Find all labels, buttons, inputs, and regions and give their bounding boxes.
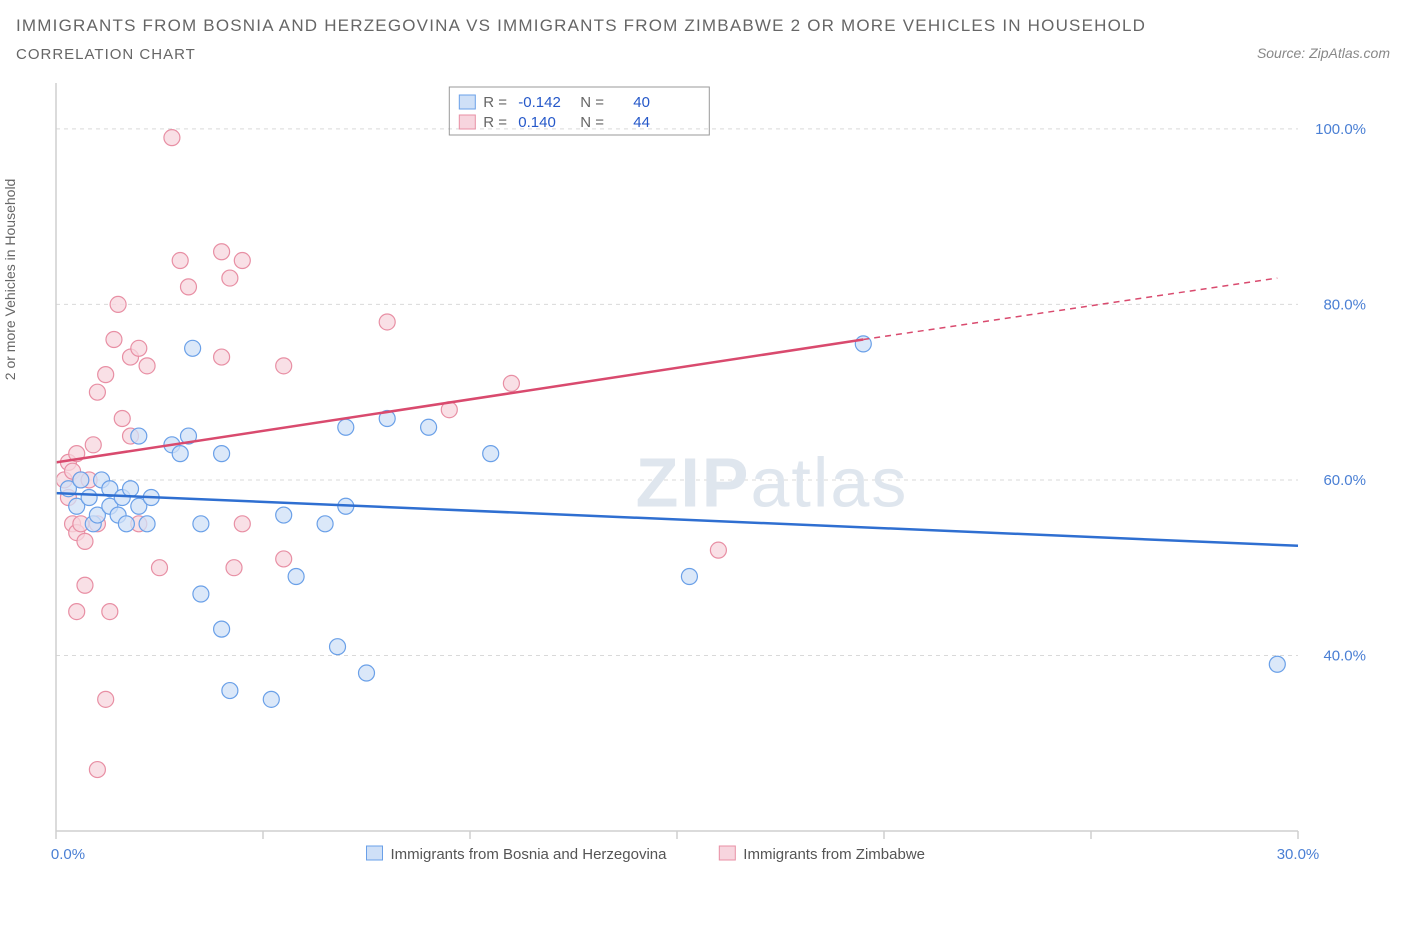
zimbabwe-point [77,533,93,549]
svg-text:44: 44 [633,114,650,131]
chart-title-2: CORRELATION CHART [16,46,1390,63]
zimbabwe-point [214,349,230,365]
bosnia-point [118,516,134,532]
bosnia-point [193,516,209,532]
zimbabwe-point [102,604,118,620]
bosnia-point [222,683,238,699]
svg-text:N =: N = [580,94,604,111]
bosnia-point [317,516,333,532]
zimbabwe-point [180,279,196,295]
bosnia-point [421,419,437,435]
svg-text:-0.142: -0.142 [518,94,561,111]
zimbabwe-point [234,253,250,269]
bosnia-point [276,507,292,523]
bosnia-point [483,446,499,462]
zimbabwe-point [77,577,93,593]
zimbabwe-point [164,130,180,146]
zimbabwe-point [131,340,147,356]
zimbabwe-point [69,604,85,620]
svg-text:R =: R = [483,94,507,111]
svg-text:100.0%: 100.0% [1315,121,1366,138]
chart-title-1: IMMIGRANTS FROM BOSNIA AND HERZEGOVINA V… [16,16,1390,36]
svg-text:Immigrants from Zimbabwe: Immigrants from Zimbabwe [743,846,925,863]
svg-text:80.0%: 80.0% [1323,296,1366,313]
chart-svg: 40.0% 60.0% 80.0% 100.0% ZIPatlas 0.0% 30.0% R … [16,73,1376,873]
zimbabwe-point [234,516,250,532]
zimbabwe-point [85,437,101,453]
svg-text:30.0%: 30.0% [1277,846,1320,863]
series-legend: Immigrants from Bosnia and Herzegovina Im… [367,846,926,863]
svg-text:R =: R = [483,114,507,131]
svg-text:ZIPatlas: ZIPatlas [636,443,909,521]
source-attribution: Source: ZipAtlas.com [1257,45,1390,61]
zimbabwe-point [276,358,292,374]
zimbabwe-point [98,691,114,707]
bosnia-point [81,489,97,505]
bosnia-point [123,481,139,497]
zimbabwe-point [226,560,242,576]
bosnia-point [263,691,279,707]
bosnia-point [1269,656,1285,672]
zimbabwe-point [276,551,292,567]
bosnia-point [681,568,697,584]
bosnia-point [139,516,155,532]
zimbabwe-trend-ext [863,278,1277,339]
bosnia-point [73,472,89,488]
zimbabwe-point [114,411,130,427]
zimbabwe-point [98,367,114,383]
zimbabwe-point [89,384,105,400]
y-axis-label: 2 or more Vehicles in Household [2,179,18,381]
svg-text:Immigrants from Bosnia and Her: Immigrants from Bosnia and Herzegovina [391,846,668,863]
bosnia-point [359,665,375,681]
svg-text:60.0%: 60.0% [1323,472,1366,489]
zimbabwe-point [152,560,168,576]
bosnia-point [214,446,230,462]
plot-area: 2 or more Vehicles in Household 40.0%60.… [16,73,1390,873]
bosnia-point [172,446,188,462]
svg-text:40: 40 [633,94,650,111]
bosnia-point [193,586,209,602]
zimbabwe-point [222,270,238,286]
zimbabwe-point [379,314,395,330]
bosnia-point [131,428,147,444]
zimbabwe-point [89,762,105,778]
stats-legend: R = -0.142 N = 40 R = 0.140 N = 44 [449,87,709,135]
bosnia-point [330,639,346,655]
bosnia-point [214,621,230,637]
zimbabwe-point [503,375,519,391]
bosnia-point [185,340,201,356]
svg-text:40.0%: 40.0% [1323,647,1366,664]
svg-text:0.140: 0.140 [518,114,556,131]
zimbabwe-point [106,332,122,348]
zimbabwe-point [139,358,155,374]
zimbabwe-point [172,253,188,269]
correlation-chart: IMMIGRANTS FROM BOSNIA AND HERZEGOVINA V… [16,16,1390,873]
zimbabwe-point [110,296,126,312]
svg-text:0.0%: 0.0% [51,846,85,863]
zimbabwe-point [710,542,726,558]
bosnia-point [288,568,304,584]
svg-text:N =: N = [580,114,604,131]
bosnia-point [338,419,354,435]
zimbabwe-point [214,244,230,260]
